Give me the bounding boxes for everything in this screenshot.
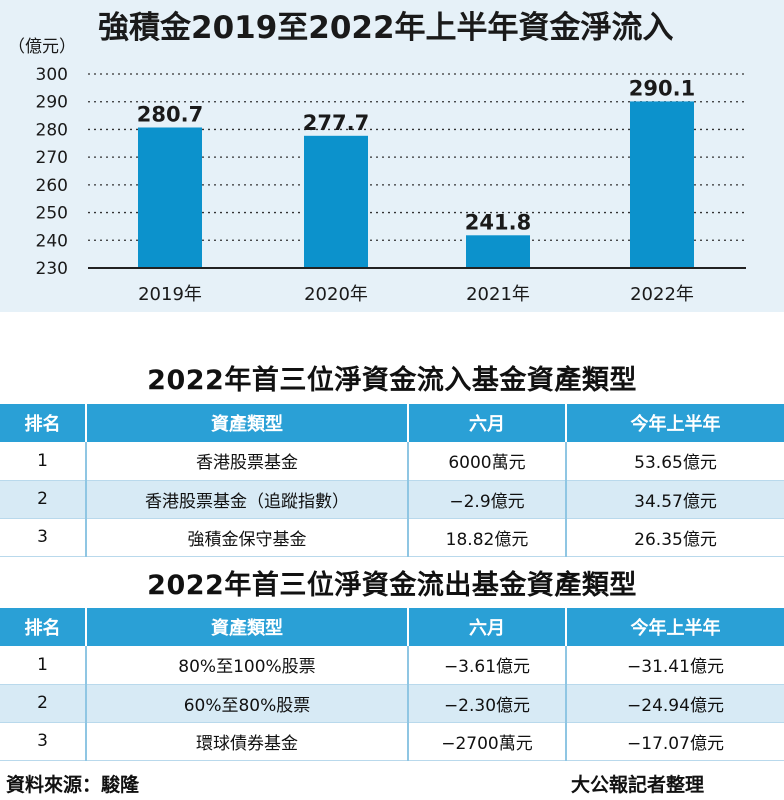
outflow-table: 排名 資產類型 六月 今年上半年 1 80%至100%股票 −3.61億元 −3… bbox=[0, 608, 784, 761]
bar-value-label: 241.8 bbox=[465, 210, 531, 234]
cell-rank: 3 bbox=[0, 722, 87, 760]
cell-first-half: 26.35億元 bbox=[634, 529, 717, 550]
cell-rank: 2 bbox=[0, 684, 87, 722]
cell-june: −2.30億元 bbox=[408, 684, 567, 722]
cell-rank: 3 bbox=[0, 518, 87, 556]
bar bbox=[138, 127, 202, 268]
bar bbox=[466, 235, 530, 268]
cell-rank: 1 bbox=[0, 442, 87, 480]
table-header-row: 排名 資產類型 六月 今年上半年 bbox=[0, 404, 784, 442]
x-tick-label: 2021年 bbox=[466, 284, 530, 305]
table-row: 3 強積金保守基金 18.82億元 26.35億元 bbox=[0, 518, 784, 556]
y-tick-label: 280 bbox=[36, 120, 68, 140]
x-tick-label: 2020年 bbox=[304, 284, 368, 305]
header-first-half: 今年上半年 bbox=[566, 404, 784, 442]
cell-rank: 1 bbox=[0, 646, 87, 684]
bar-value-labels: 280.7 277.7 241.8 290.1 bbox=[137, 76, 695, 234]
header-june: 六月 bbox=[408, 404, 567, 442]
header-first-half: 今年上半年 bbox=[566, 608, 784, 646]
y-tick-label: 260 bbox=[36, 176, 68, 196]
header-asset-type: 資產類型 bbox=[86, 608, 409, 646]
cell-asset-type: 香港股票基金（追蹤指數） bbox=[86, 480, 409, 518]
bars bbox=[138, 101, 694, 269]
cell-asset-type: 強積金保守基金 bbox=[86, 518, 409, 556]
cell-asset-type: 香港股票基金 bbox=[86, 442, 409, 480]
cell-june: −2.9億元 bbox=[408, 480, 567, 518]
bar-chart: 強積金2019至2022年上半年資金淨流入 （億元） 2302402502602… bbox=[8, 10, 746, 305]
x-tick-label: 2022年 bbox=[630, 284, 694, 305]
cell-first-half: 53.65億元 bbox=[634, 453, 717, 474]
table-row: 1 80%至100%股票 −3.61億元 −31.41億元 bbox=[0, 646, 784, 684]
bar-value-label: 277.7 bbox=[303, 111, 369, 135]
bar-value-label: 280.7 bbox=[137, 102, 203, 126]
bar-value-label: 290.1 bbox=[629, 76, 695, 100]
cell-asset-type: 60%至80%股票 bbox=[86, 684, 409, 722]
credit-note: 大公報記者整理 bbox=[570, 774, 704, 796]
y-tick-label: 250 bbox=[36, 204, 68, 224]
cell-first-half: −24.94億元 bbox=[566, 684, 784, 722]
cell-june: −3.61億元 bbox=[408, 646, 567, 684]
x-tick-label: 2019年 bbox=[138, 284, 202, 305]
chart-title: 強積金2019至2022年上半年資金淨流入 bbox=[98, 10, 674, 46]
cell-june: 6000萬元 bbox=[408, 442, 567, 480]
bar bbox=[304, 135, 368, 268]
table-row: 3 環球債券基金 −2700萬元 −17.07億元 bbox=[0, 722, 784, 760]
x-axis-ticks: 2019年 2020年 2021年 2022年 bbox=[138, 284, 694, 305]
chart-panel: 強積金2019至2022年上半年資金淨流入 （億元） 230 240 250 260 2… bbox=[0, 0, 784, 312]
table-header-row: 排名 資產類型 六月 今年上半年 bbox=[0, 608, 784, 646]
cell-june: −2700萬元 bbox=[408, 722, 567, 760]
y-axis-unit-label: （億元） bbox=[8, 37, 76, 57]
header-asset-type: 資產類型 bbox=[86, 404, 409, 442]
y-tick-label: 240 bbox=[36, 231, 68, 251]
header-rank: 排名 bbox=[0, 404, 87, 442]
table-row: 2 60%至80%股票 −2.30億元 −24.94億元 bbox=[0, 684, 784, 722]
cell-first-half: −31.41億元 bbox=[627, 657, 724, 678]
table-row: 1 香港股票基金 6000萬元 53.65億元 bbox=[0, 442, 784, 480]
y-tick-label: 290 bbox=[36, 93, 68, 113]
y-tick-label: 300 bbox=[36, 65, 68, 85]
cell-rank: 2 bbox=[0, 480, 87, 518]
cell-june: 18.82億元 bbox=[408, 518, 567, 556]
y-tick-label: 270 bbox=[36, 148, 68, 168]
bar bbox=[630, 101, 694, 269]
cell-asset-type: 80%至100%股票 bbox=[86, 646, 409, 684]
header-june: 六月 bbox=[408, 608, 567, 646]
table-row: 2 香港股票基金（追蹤指數） −2.9億元 34.57億元 bbox=[0, 480, 784, 518]
header-rank: 排名 bbox=[0, 608, 87, 646]
inflow-table: 排名 資產類型 六月 今年上半年 1 香港股票基金 6000萬元 53.65億元… bbox=[0, 404, 784, 557]
cell-first-half: −17.07億元 bbox=[627, 733, 724, 754]
y-tick-label: 230 bbox=[36, 259, 68, 279]
outflow-table-title: 2022年首三位淨資金流出基金資產類型 bbox=[147, 570, 637, 601]
inflow-table-title: 2022年首三位淨資金流入基金資產類型 bbox=[147, 365, 637, 396]
y-axis-ticks: 230 240 250 260 270 280 290 300 bbox=[36, 65, 68, 279]
cell-asset-type: 環球債券基金 bbox=[86, 722, 409, 760]
source-note: 資料來源：駿隆 bbox=[6, 774, 140, 796]
cell-first-half: 34.57億元 bbox=[566, 480, 784, 518]
